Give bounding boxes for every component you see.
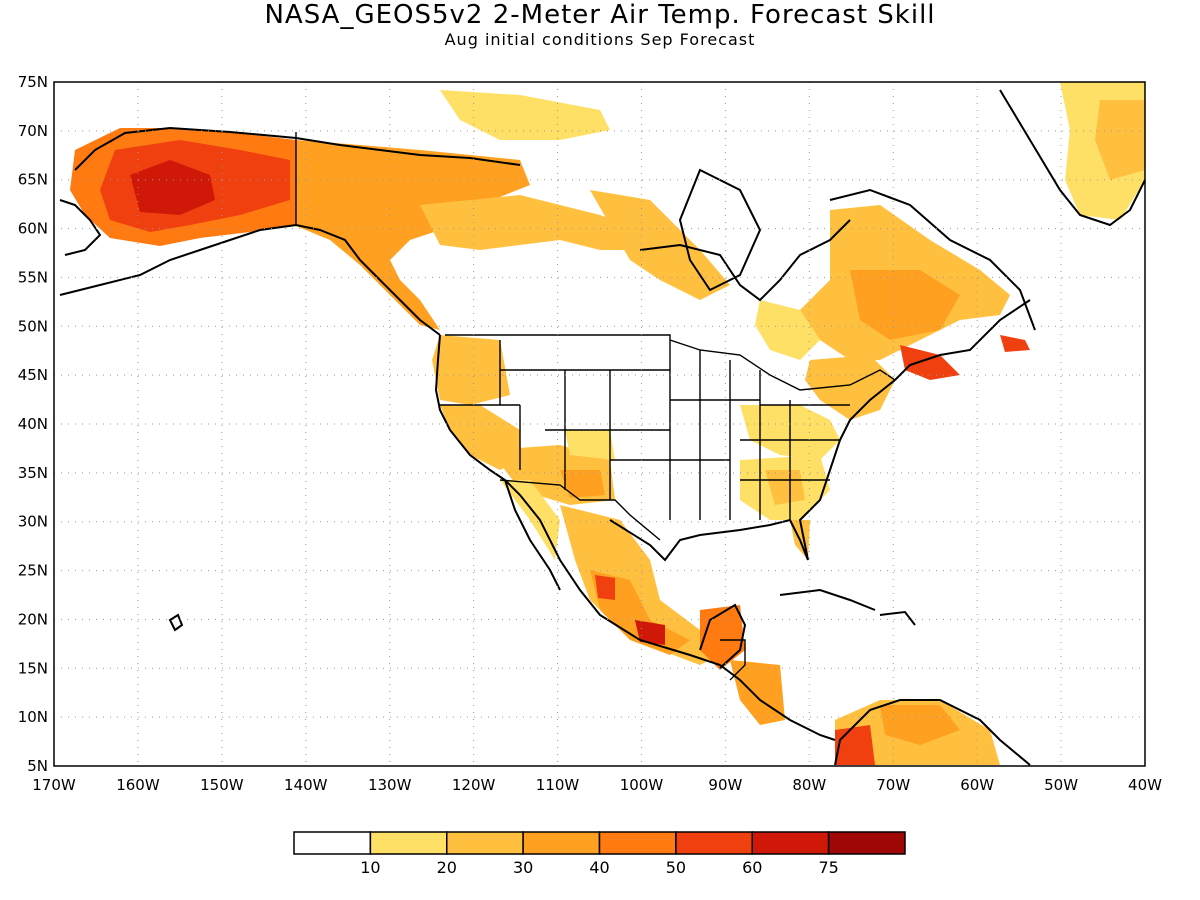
colorbar: 10 20 30 40 50 60 75 <box>293 831 906 877</box>
colorbar-label: 60 <box>742 858 762 877</box>
region-arctic <box>440 90 610 140</box>
colorbar-label: 30 <box>513 858 533 877</box>
region-baja <box>500 480 560 560</box>
lon-tick-label: 50W <box>1044 776 1078 794</box>
colorbar-label: 20 <box>437 858 457 877</box>
lat-tick-label: 70N <box>18 122 48 140</box>
coast-hispaniola <box>879 610 916 626</box>
lat-tick-label: 75N <box>18 73 48 91</box>
colorbar-label: 75 <box>818 858 838 877</box>
lat-tick-label: 50N <box>18 317 48 335</box>
region-mexico-peak1 <box>595 575 615 600</box>
lat-tick-label: 45N <box>18 366 48 384</box>
lon-tick-label: 150W <box>200 776 244 794</box>
lon-tick-label: 110W <box>536 776 580 794</box>
longitude-labels: 170W 160W 150W 140W 130W 120W 110W 100W 90W 80W 70… <box>32 776 1162 794</box>
lon-tick-label: 40W <box>1128 776 1162 794</box>
lon-tick-label: 160W <box>116 776 160 794</box>
lat-tick-label: 55N <box>18 268 48 286</box>
border-us-mexico <box>499 479 661 541</box>
coast-hudson <box>639 219 851 302</box>
states-central <box>610 340 760 520</box>
colorbar-swatch <box>751 831 830 855</box>
lon-tick-label: 120W <box>452 776 496 794</box>
coast-hudson-bay <box>678 168 762 292</box>
latitude-labels: 75N 70N 65N 60N 55N 50N 45N 40N 35N 30N 25N 20N 15N 1… <box>18 73 48 775</box>
coast-labrador <box>829 188 1036 331</box>
border-guatemala <box>720 639 746 681</box>
region-southwest-core <box>560 470 605 498</box>
region-newfoundland <box>1000 335 1030 352</box>
colorbar-swatch <box>675 831 753 855</box>
colorbar-swatch <box>369 831 448 855</box>
region-central-america <box>730 660 785 725</box>
skill-shading <box>70 82 1145 765</box>
colorbar-swatch <box>293 831 372 855</box>
border-us-canada-west <box>445 334 896 391</box>
lon-tick-label: 130W <box>368 776 412 794</box>
lon-tick-label: 170W <box>32 776 76 794</box>
map-title: NASA_GEOS5v2 2-Meter Air Temp. Forecast … <box>264 0 936 30</box>
lat-tick-label: 30N <box>18 513 48 531</box>
region-mexico-peak2 <box>635 620 665 645</box>
colorbar-label: 40 <box>589 858 609 877</box>
coast-greenland <box>999 89 1146 227</box>
coast-south-america <box>834 699 1031 766</box>
political-borders <box>295 132 896 681</box>
region-ontario <box>755 300 820 360</box>
lat-tick-label: 10N <box>18 708 48 726</box>
region-venezuela <box>880 705 960 745</box>
states-west <box>440 340 670 500</box>
region-pacific-nw <box>432 335 510 405</box>
map-frame <box>53 81 1146 767</box>
colorbar-swatch <box>827 831 906 855</box>
colorbar-label: 50 <box>666 858 686 877</box>
coast-baja <box>504 479 561 591</box>
lat-tick-label: 15N <box>18 659 48 677</box>
region-colorado <box>565 430 615 460</box>
lat-tick-label: 20N <box>18 610 48 628</box>
colorbar-swatch <box>446 831 524 855</box>
lon-tick-label: 140W <box>284 776 328 794</box>
coast-us-west <box>434 334 836 741</box>
region-greenland-core <box>1095 100 1145 180</box>
coast-yucatan <box>699 603 747 669</box>
lon-tick-label: 70W <box>876 776 910 794</box>
region-quebec-core <box>850 270 960 340</box>
colorbar-swatch <box>598 831 677 855</box>
region-yukon <box>296 140 530 330</box>
states-east <box>740 370 850 520</box>
lon-tick-label: 90W <box>708 776 742 794</box>
colorbar-swatch <box>522 831 601 855</box>
lon-tick-label: 60W <box>960 776 994 794</box>
lon-tick-label: 80W <box>792 776 826 794</box>
region-colombia-core <box>835 725 875 765</box>
region-georgia <box>765 470 805 505</box>
region-alaska-peak <box>130 160 215 215</box>
lat-tick-label: 40N <box>18 415 48 433</box>
coast-gulf <box>609 299 1031 562</box>
lon-tick-label: 100W <box>620 776 664 794</box>
coast-alaska-west <box>59 199 102 256</box>
lat-tick-label: 35N <box>18 464 48 482</box>
coast-cuba <box>779 588 876 611</box>
region-yucatan <box>700 605 745 670</box>
region-mexico <box>560 505 730 665</box>
region-nwt <box>420 195 640 250</box>
colorbar-label: 10 <box>360 858 380 877</box>
coast-hawaii <box>168 613 184 632</box>
lat-tick-label: 25N <box>18 562 48 580</box>
region-hudson-west <box>590 190 730 300</box>
lat-tick-label: 65N <box>18 171 48 189</box>
map-subtitle: Aug initial conditions Sep Forecast <box>444 30 756 49</box>
lat-tick-label: 60N <box>18 220 48 238</box>
coastlines <box>59 89 1146 766</box>
lat-tick-label: 5N <box>27 757 48 775</box>
region-northeast <box>805 355 895 420</box>
region-maritimes <box>900 345 960 380</box>
